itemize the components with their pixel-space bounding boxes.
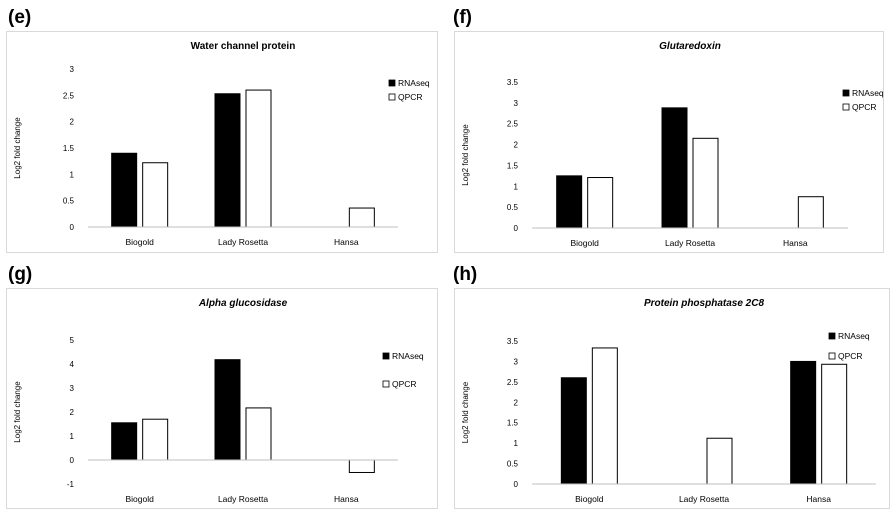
bar-qpcr-hansa (821, 363, 848, 485)
category-label: Biogold (575, 494, 604, 504)
y-tick-label: 5 (70, 336, 75, 345)
bar-rnaseq-lady-rosetta (214, 93, 241, 228)
bar-rnaseq-hansa (790, 360, 817, 485)
y-tick-label: 1.5 (507, 419, 519, 428)
legend-label-rnaseq: RNAseq (392, 351, 424, 361)
y-tick-label: 2 (70, 408, 75, 417)
bar-qpcr-lady-rosetta (692, 137, 719, 229)
y-tick-label: 3 (514, 357, 519, 366)
category-label: Hansa (806, 494, 831, 504)
bar-qpcr-biogold (591, 347, 618, 485)
bar-qpcr-hansa (348, 207, 375, 228)
legend-swatch-qpcr (842, 103, 850, 111)
y-tick-label: 3 (70, 384, 75, 393)
legend-swatch-qpcr (828, 352, 836, 360)
bar-qpcr-biogold (142, 162, 169, 228)
legend-swatch-rnaseq (382, 352, 390, 360)
y-tick-label: 1 (514, 439, 519, 448)
legend-label-qpcr: QPCR (392, 379, 417, 389)
category-label: Lady Rosetta (218, 494, 268, 504)
y-tick-label: 1.5 (63, 144, 75, 153)
category-label: Lady Rosetta (679, 494, 729, 504)
y-tick-label: 3.5 (507, 337, 519, 346)
bar-qpcr-lady-rosetta (706, 437, 733, 485)
category-label: Biogold (125, 237, 154, 247)
y-tick-label: 2 (514, 141, 519, 150)
panel-label-h: (h) (453, 264, 478, 285)
legend-swatch-qpcr (388, 93, 396, 101)
category-label: Lady Rosetta (218, 237, 268, 247)
bar-rnaseq-lady-rosetta (214, 359, 241, 461)
legend-label-qpcr: QPCR (852, 102, 877, 112)
bar-rnaseq-biogold (560, 377, 587, 485)
legend-label-qpcr: QPCR (838, 351, 863, 361)
y-axis-label: Log2 fold change (461, 124, 470, 186)
chart-title: Glutaredoxin (659, 41, 721, 52)
category-label: Biogold (125, 494, 154, 504)
panel-label-g: (g) (8, 264, 33, 285)
y-tick-label: 0 (70, 223, 75, 232)
legend-swatch-rnaseq (388, 79, 396, 87)
category-label: Hansa (334, 237, 359, 247)
y-tick-label: 2.5 (63, 91, 75, 100)
y-tick-label: 2 (70, 118, 75, 127)
y-tick-label: 2 (514, 398, 519, 407)
y-tick-label: 0 (514, 480, 519, 489)
category-label: Lady Rosetta (665, 238, 715, 248)
chart-title: Water channel protein (191, 41, 296, 52)
bar-qpcr-hansa (348, 459, 375, 473)
chart-alpha-glucosidase: Alpha glucosidase -1 0 1 2 3 4 5 Log2 fold chang… (6, 288, 438, 509)
y-tick-label: 2.5 (507, 378, 519, 387)
y-tick-label: 1 (70, 170, 75, 179)
legend-label-qpcr: QPCR (398, 92, 423, 102)
bar-qpcr-biogold (587, 177, 614, 229)
y-tick-label: 0 (70, 456, 75, 465)
legend-swatch-rnaseq (842, 89, 850, 97)
y-tick-label: 0.5 (507, 460, 519, 469)
y-axis-label: Log2 fold change (13, 117, 22, 179)
y-tick-label: 3 (70, 65, 75, 74)
chart-title: Protein phosphatase 2C8 (644, 298, 764, 309)
y-tick-label: 0.5 (507, 203, 519, 212)
panel-label-f: (f) (453, 7, 472, 28)
bar-qpcr-hansa (797, 196, 824, 229)
bar-rnaseq-lady-rosetta (661, 107, 688, 229)
legend-swatch-rnaseq (828, 332, 836, 340)
y-tick-label: 1 (70, 432, 75, 441)
y-tick-label: 4 (70, 360, 75, 369)
bar-rnaseq-biogold (556, 175, 583, 229)
bar-qpcr-biogold (142, 418, 169, 461)
legend-swatch-qpcr (382, 380, 390, 388)
bar-qpcr-lady-rosetta (245, 407, 272, 461)
category-label: Biogold (570, 238, 599, 248)
category-label: Hansa (783, 238, 808, 248)
y-tick-label: 0.5 (63, 197, 75, 206)
y-axis-label: Log2 fold change (13, 381, 22, 443)
y-tick-label: 0 (514, 224, 519, 233)
y-tick-label: 3 (514, 99, 519, 108)
y-axis-label: Log2 fold change (461, 381, 470, 443)
panel-label-e: (e) (8, 7, 32, 28)
y-tick-label: 3.5 (507, 78, 519, 87)
y-tick-label: 1 (514, 182, 519, 191)
legend-label-rnaseq: RNAseq (398, 78, 430, 88)
y-tick-label: 1.5 (507, 161, 519, 170)
bar-rnaseq-biogold (111, 422, 138, 461)
chart-protein-phosphatase-2c8: Protein phosphatase 2C8 0 0.5 1 1.5 2 2.5 3 3.5 L… (454, 288, 890, 509)
chart-glutaredoxin: Glutaredoxin 0 0.5 1 1.5 2 2.5 3 3.5 Log2 fold ch… (454, 31, 884, 253)
category-label: Hansa (334, 494, 359, 504)
legend-label-rnaseq: RNAseq (838, 331, 870, 341)
chart-water-channel-protein: Water channel protein 0 0.5 1 1.5 2 2.5 3 Log2 f… (6, 31, 438, 253)
legend-label-rnaseq: RNAseq (852, 88, 884, 98)
y-tick-label: -1 (67, 480, 75, 489)
y-tick-label: 2.5 (507, 120, 519, 129)
chart-frame (454, 288, 890, 509)
bar-qpcr-lady-rosetta (245, 89, 272, 228)
chart-title: Alpha glucosidase (198, 298, 288, 309)
bar-rnaseq-biogold (111, 152, 138, 228)
